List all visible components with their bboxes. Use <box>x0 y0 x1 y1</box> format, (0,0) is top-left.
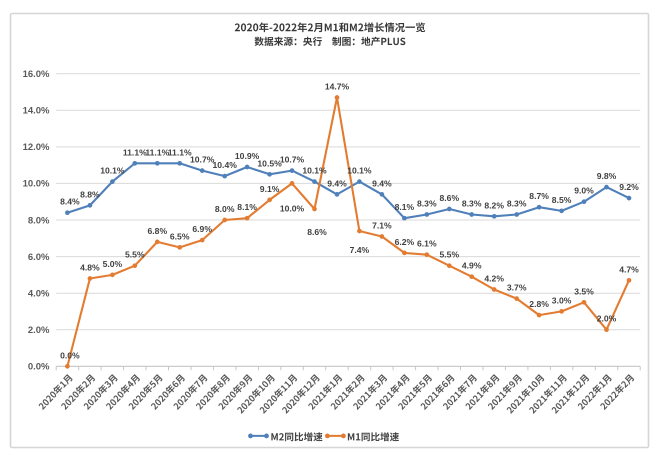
svg-text:10.7%: 10.7% <box>280 155 305 165</box>
svg-text:14.7%: 14.7% <box>325 82 350 92</box>
svg-text:10.5%: 10.5% <box>257 158 282 168</box>
svg-text:4.7%: 4.7% <box>619 264 639 274</box>
svg-text:4.8%: 4.8% <box>80 263 100 273</box>
svg-text:4.2%: 4.2% <box>484 274 504 284</box>
svg-text:12.0%: 12.0% <box>23 142 50 153</box>
svg-text:6.2%: 6.2% <box>395 237 415 247</box>
svg-text:11.1%: 11.1% <box>123 147 147 157</box>
svg-text:9.1%: 9.1% <box>260 184 280 194</box>
svg-text:6.9%: 6.9% <box>192 224 212 234</box>
svg-text:4.0%: 4.0% <box>28 289 50 300</box>
svg-text:11.1%: 11.1% <box>168 147 192 157</box>
svg-text:8.5%: 8.5% <box>552 195 572 205</box>
svg-text:10.0%: 10.0% <box>23 179 50 190</box>
svg-text:8.0%: 8.0% <box>215 204 235 214</box>
svg-text:9.4%: 9.4% <box>372 178 392 188</box>
svg-text:10.0%: 10.0% <box>280 203 305 213</box>
svg-text:10.4%: 10.4% <box>213 160 238 170</box>
svg-text:8.2%: 8.2% <box>484 200 504 210</box>
svg-text:3.5%: 3.5% <box>574 286 594 296</box>
svg-text:10.7%: 10.7% <box>190 155 215 165</box>
svg-text:9.8%: 9.8% <box>597 171 617 181</box>
svg-text:6.0%: 6.0% <box>28 252 50 263</box>
svg-text:10.9%: 10.9% <box>235 151 260 161</box>
svg-text:16.0%: 16.0% <box>23 69 50 80</box>
svg-text:8.8%: 8.8% <box>80 189 100 199</box>
svg-text:9.4%: 9.4% <box>327 178 347 188</box>
svg-text:3.0%: 3.0% <box>552 295 572 305</box>
svg-text:14.0%: 14.0% <box>23 106 50 117</box>
svg-text:6.8%: 6.8% <box>148 226 168 236</box>
svg-text:10.1%: 10.1% <box>347 166 372 176</box>
svg-text:5.5%: 5.5% <box>125 250 145 260</box>
svg-text:8.7%: 8.7% <box>529 191 549 201</box>
svg-text:3.7%: 3.7% <box>507 283 527 293</box>
svg-text:10.1%: 10.1% <box>100 166 125 176</box>
svg-text:8.3%: 8.3% <box>462 199 482 209</box>
svg-text:5.5%: 5.5% <box>440 250 460 260</box>
svg-text:9.0%: 9.0% <box>574 186 594 196</box>
svg-text:8.0%: 8.0% <box>28 215 50 226</box>
svg-text:10.1%: 10.1% <box>302 166 327 176</box>
svg-text:8.4%: 8.4% <box>60 197 80 207</box>
svg-text:8.6%: 8.6% <box>307 227 327 237</box>
svg-text:8.6%: 8.6% <box>440 193 460 203</box>
svg-text:9.2%: 9.2% <box>619 182 639 192</box>
svg-text:8.3%: 8.3% <box>507 199 527 209</box>
svg-text:0.0%: 0.0% <box>60 350 80 360</box>
svg-text:7.1%: 7.1% <box>372 221 392 231</box>
svg-text:8.3%: 8.3% <box>417 199 437 209</box>
svg-text:2.0%: 2.0% <box>28 325 50 336</box>
svg-text:0.0%: 0.0% <box>28 362 50 373</box>
svg-text:4.9%: 4.9% <box>462 261 482 271</box>
svg-text:8.1%: 8.1% <box>395 202 415 212</box>
svg-text:2.8%: 2.8% <box>529 299 549 309</box>
svg-text:11.1%: 11.1% <box>145 147 169 157</box>
svg-text:8.1%: 8.1% <box>237 202 257 212</box>
svg-text:7.4%: 7.4% <box>350 245 370 255</box>
svg-text:6.5%: 6.5% <box>170 231 190 241</box>
svg-text:2.0%: 2.0% <box>597 314 617 324</box>
svg-text:5.0%: 5.0% <box>103 259 123 269</box>
svg-text:6.1%: 6.1% <box>417 239 437 249</box>
